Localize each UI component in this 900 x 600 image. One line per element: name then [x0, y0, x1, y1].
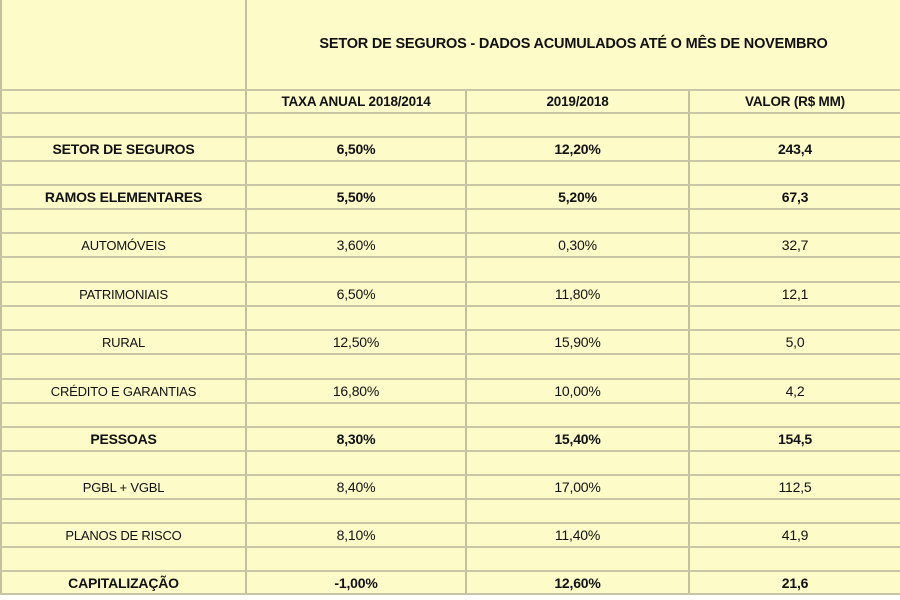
row-label: PATRIMONIAIS — [79, 286, 168, 302]
grid-line — [0, 570, 900, 572]
variation-value: 11,80% — [554, 286, 601, 302]
row-label: CRÉDITO E GARANTIAS — [50, 383, 197, 399]
valor-value: 21,6 — [781, 574, 809, 591]
valor-value: 12,1 — [781, 286, 809, 302]
valor-value: 154,5 — [777, 431, 813, 447]
grid-line — [0, 450, 900, 452]
row-label: PESSOAS — [90, 431, 157, 447]
variation-value: 5,20% — [558, 189, 597, 205]
taxa-anual-value: 8,10% — [336, 527, 376, 543]
taxa-anual-value: -1,00% — [334, 574, 378, 591]
grid-line — [0, 208, 900, 210]
row-label: AUTOMÓVEIS — [81, 237, 166, 253]
taxa-anual-value: 5,50% — [336, 189, 376, 205]
grid-line — [0, 402, 900, 404]
valor-value: 67,3 — [781, 189, 809, 205]
taxa-anual-value: 6,50% — [336, 286, 376, 302]
grid-line — [0, 89, 900, 91]
variation-value: 10,00% — [554, 383, 601, 399]
grid-line — [0, 522, 900, 524]
variation-value: 11,40% — [554, 527, 601, 543]
taxa-anual-value: 8,30% — [336, 431, 376, 447]
grid-line — [0, 184, 900, 186]
grid-line — [0, 256, 900, 258]
grid-line — [0, 378, 900, 380]
row-label: PLANOS DE RISCO — [65, 527, 182, 543]
valor-value: 5,0 — [785, 334, 805, 350]
grid-line — [0, 136, 900, 138]
grid-line — [465, 89, 467, 594]
grid-line — [0, 474, 900, 476]
variation-value: 15,90% — [554, 334, 601, 350]
column-header-valor: VALOR (R$ MM) — [745, 94, 845, 109]
taxa-anual-value: 3,60% — [336, 237, 376, 253]
variation-value: 0,30% — [558, 237, 597, 253]
grid-line — [0, 232, 900, 234]
variation-value: 12,20% — [554, 141, 601, 157]
grid-line — [0, 593, 900, 595]
row-label: PGBL + VGBL — [82, 479, 165, 495]
row-label: RAMOS ELEMENTARES — [44, 189, 203, 205]
grid-line — [0, 305, 900, 307]
grid-line — [0, 112, 900, 114]
grid-line — [688, 89, 690, 594]
row-label: CAPITALIZAÇÃO — [68, 574, 179, 591]
grid-line — [0, 546, 900, 548]
valor-value: 32,7 — [781, 237, 809, 253]
valor-value: 112,5 — [778, 479, 812, 495]
column-header-2019-2018: 2019/2018 — [546, 94, 609, 109]
grid-line — [0, 0, 2, 594]
valor-value: 4,2 — [785, 383, 805, 399]
variation-value: 17,00% — [554, 479, 601, 495]
grid-line — [245, 0, 247, 594]
variation-value: 15,40% — [554, 431, 601, 447]
grid-line — [0, 329, 900, 331]
table-title: SETOR DE SEGUROS - DADOS ACUMULADOS ATÉ … — [319, 36, 828, 52]
grid-line — [0, 498, 900, 500]
taxa-anual-value: 12,50% — [332, 334, 380, 350]
grid-line — [0, 426, 900, 428]
taxa-anual-value: 8,40% — [336, 479, 376, 495]
taxa-anual-value: 16,80% — [332, 383, 380, 399]
taxa-anual-value: 6,50% — [336, 141, 376, 157]
grid-line — [0, 160, 900, 162]
column-header-taxa-anual: TAXA ANUAL 2018/2014 — [281, 94, 431, 109]
valor-value: 243,4 — [777, 141, 813, 157]
row-label: SETOR DE SEGUROS — [52, 141, 195, 157]
grid-line — [0, 281, 900, 283]
valor-value: 41,9 — [781, 527, 809, 543]
row-label: RURAL — [101, 334, 146, 350]
grid-line — [0, 353, 900, 355]
variation-value: 12,60% — [554, 574, 601, 591]
